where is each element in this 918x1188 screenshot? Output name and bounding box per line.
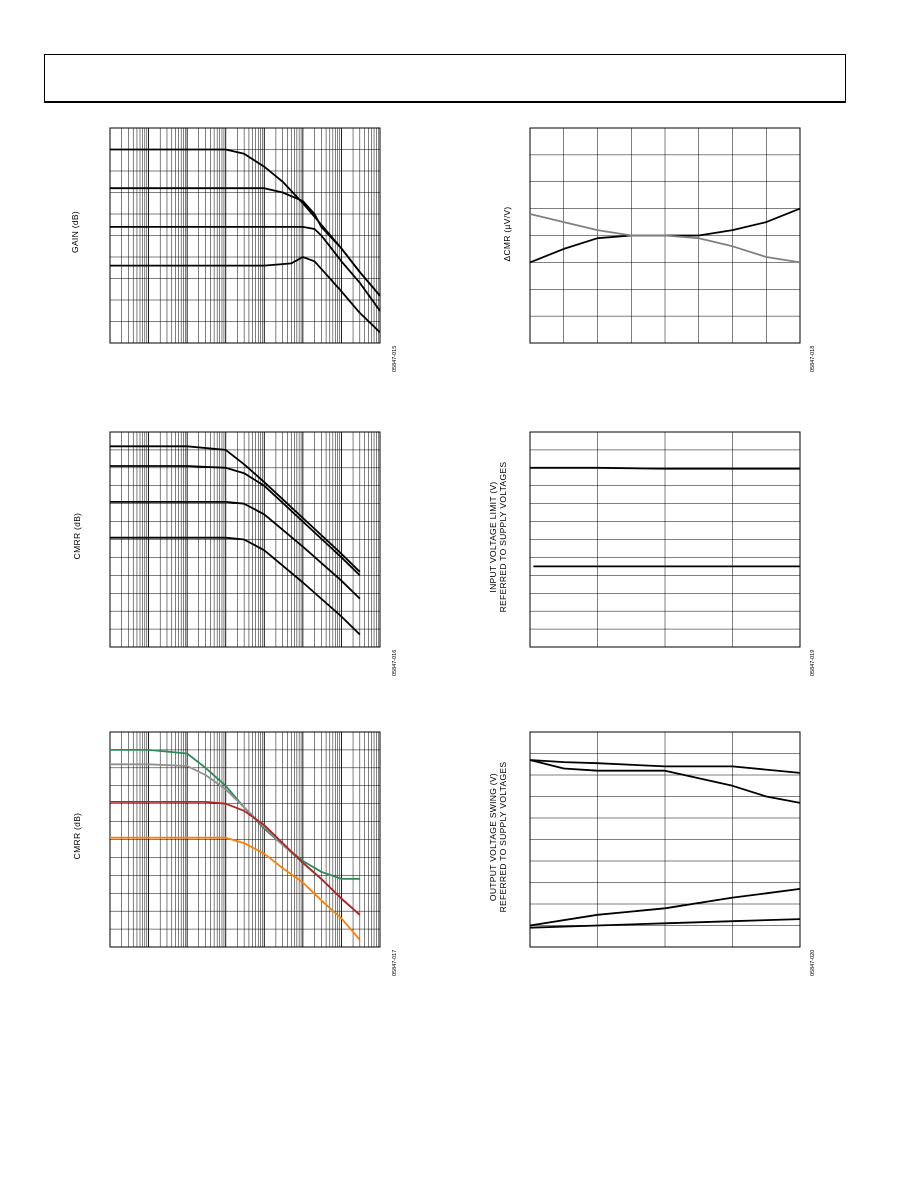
- grid: [109, 731, 381, 948]
- plot-gain-vs-frequency: [109, 127, 381, 344]
- series-line-2: [110, 187, 381, 297]
- grid: [529, 731, 801, 948]
- series-line-1: [530, 466, 800, 470]
- ylabel-cmrr-1: CMRR (dB): [72, 512, 82, 560]
- series-line-1: [110, 748, 360, 880]
- plot-frame: [529, 127, 801, 344]
- page-header: [44, 54, 846, 103]
- series-line-3: [110, 801, 361, 916]
- series-line-2: [110, 465, 361, 576]
- plot-frame: [109, 127, 381, 344]
- plot-delta-cmr: [529, 127, 801, 344]
- plot-frame: [109, 431, 381, 648]
- figure-id-18: 05847-018: [810, 345, 816, 372]
- ylabel-input-line1: INPUT VOLTAGE LIMIT (V): [488, 481, 498, 593]
- series-line-2: [529, 213, 801, 264]
- plot-cmrr-vs-frequency-1: [109, 431, 381, 648]
- plot-cmrr-vs-frequency-2: [109, 731, 381, 948]
- ylabel-output-line1: OUTPUT VOLTAGE SWING (V): [488, 772, 498, 902]
- plot-frame: [529, 431, 801, 648]
- plot-frame: [109, 731, 381, 948]
- series-line-1: [110, 445, 361, 573]
- ylabel-output-voltage-swing: OUTPUT VOLTAGE SWING (V) REFERRED TO SUP…: [488, 752, 508, 922]
- series-line-4: [529, 918, 801, 929]
- series-line-4: [110, 536, 361, 636]
- grid: [109, 127, 381, 344]
- series-line-4: [110, 256, 381, 333]
- ylabel-gain: GAIN (dB): [70, 211, 80, 253]
- ylabel-input-voltage-limit: INPUT VOLTAGE LIMIT (V) REFERRED TO SUPP…: [488, 452, 508, 622]
- series-line-2: [529, 759, 801, 804]
- series-line-4: [110, 836, 361, 941]
- figure-id-15: 05847-015: [392, 345, 398, 372]
- series-line-3: [110, 226, 381, 312]
- figure-id-20: 05847-020: [810, 949, 816, 976]
- grid: [529, 431, 801, 648]
- ylabel-input-line2: REFERRED TO SUPPLY VOLTAGES: [498, 461, 508, 613]
- grid: [109, 431, 381, 648]
- figure-id-17: 05847-017: [392, 949, 398, 976]
- ylabel-delta-cmr: ΔCMR (µV/V): [502, 206, 512, 262]
- series-line-1: [529, 759, 801, 774]
- figure-id-16: 05847-016: [392, 649, 398, 676]
- plot-input-voltage-limit: [529, 431, 801, 648]
- series-line-3: [110, 501, 361, 600]
- figure-id-19: 05847-019: [810, 649, 816, 676]
- plot-frame: [529, 731, 801, 948]
- series-line-3: [529, 888, 801, 927]
- ylabel-cmrr-2: CMRR (dB): [72, 812, 82, 860]
- ylabel-output-line2: REFERRED TO SUPPLY VOLTAGES: [498, 761, 508, 913]
- plot-output-voltage-swing: [529, 731, 801, 948]
